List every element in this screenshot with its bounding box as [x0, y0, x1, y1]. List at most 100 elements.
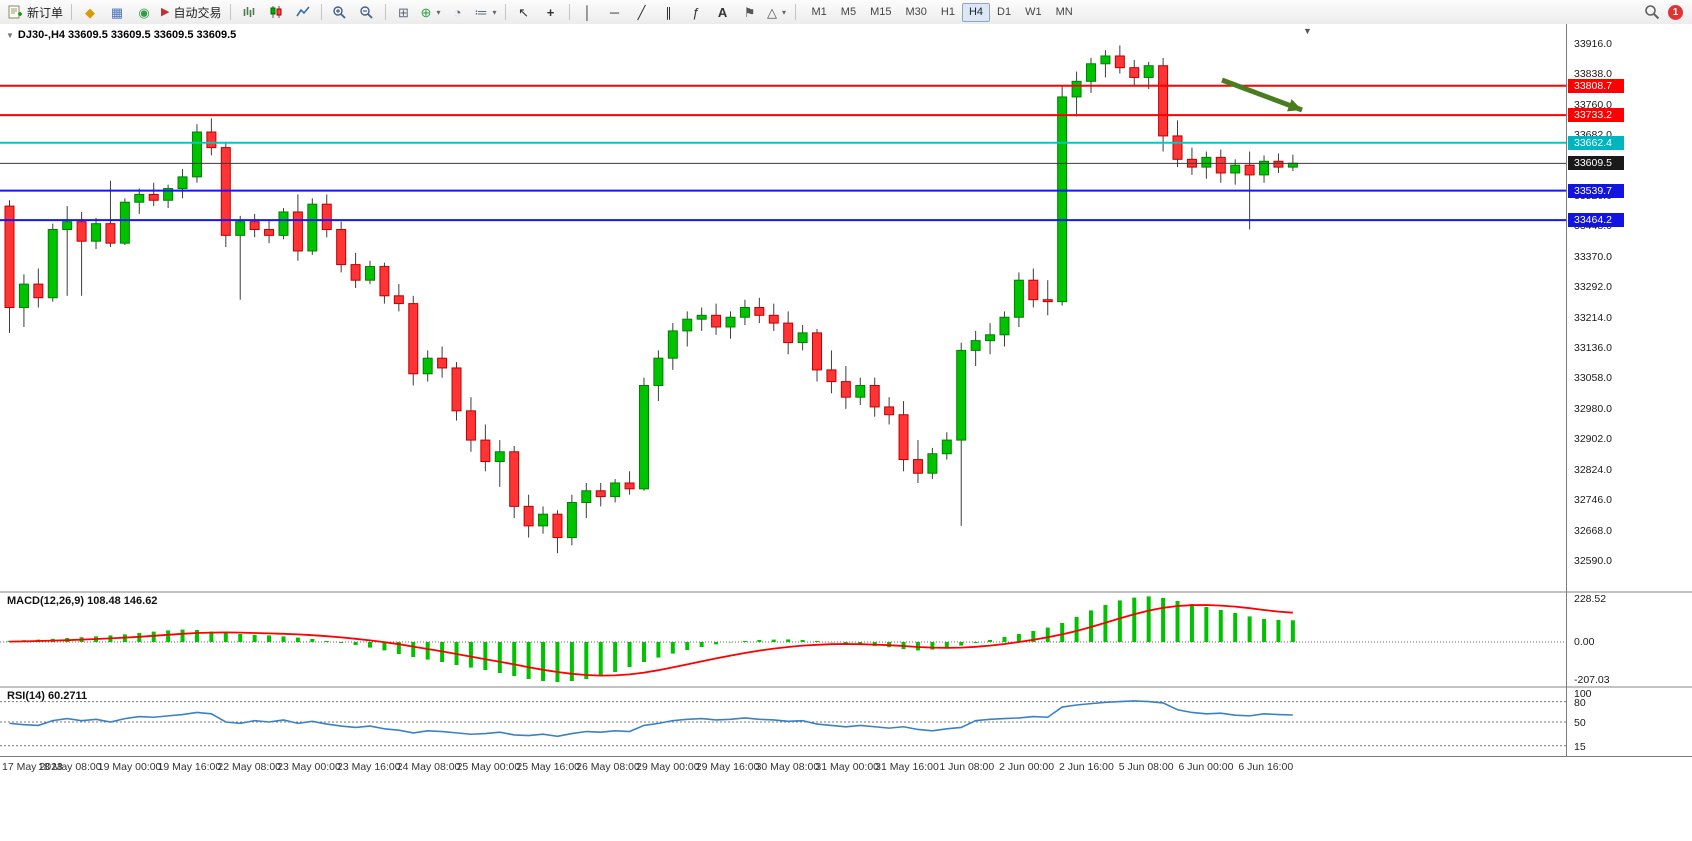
candle-down [465, 410, 476, 441]
zoom-in-button[interactable] [327, 2, 353, 23]
timeframe-mn[interactable]: MN [1055, 5, 1073, 18]
chevron-down-icon: ▾ [782, 7, 787, 17]
data-window-button[interactable]: ◔ [445, 2, 471, 23]
time-axis-border [0, 756, 1692, 757]
zoom-out-icon [360, 5, 373, 19]
macd-axis-label: 0.00 [1574, 636, 1595, 648]
candle-down [783, 322, 794, 344]
rsi-axis-label: 80 [1574, 696, 1586, 709]
price-tag-pivot-cyan: 33662.4 [1568, 135, 1624, 150]
text-tool-button[interactable]: A [710, 2, 736, 23]
price-axis-label: 32902.0 [1574, 433, 1612, 446]
time-axis-label: 31 May 00:00 [815, 761, 880, 773]
panel-divider[interactable] [0, 591, 1692, 593]
candle-up [18, 283, 29, 309]
candle-down [148, 193, 159, 201]
timeframe-h1[interactable]: H1 [940, 5, 955, 18]
price-axis-label: 33370.0 [1574, 250, 1612, 263]
candle-up [91, 223, 102, 242]
collapse-arrow-icon[interactable]: ▼ [6, 31, 14, 40]
channel-tool-button[interactable]: ∥ [656, 2, 682, 23]
time-axis-label: 23 May 00:00 [277, 761, 341, 773]
time-axis-label: 19 May 00:00 [97, 761, 162, 773]
candle-down [350, 264, 361, 281]
candle-down [480, 439, 491, 463]
trendline-icon: ╱ [637, 4, 646, 20]
timeframe-w1[interactable]: W1 [1025, 5, 1042, 18]
tile-windows-button[interactable]: ⊞ [391, 2, 417, 23]
time-axis-label: 18 May 08:00 [37, 761, 102, 773]
help-button[interactable]: ◉ [131, 2, 157, 23]
candle-up [1071, 80, 1082, 98]
price-chart[interactable] [0, 24, 1566, 591]
time-axis-label: 23 May 16:00 [336, 761, 401, 773]
separator [504, 4, 506, 20]
candle-up [985, 334, 996, 342]
macd-axis[interactable]: 228.52 0.00 -207.03 [1567, 593, 1692, 686]
crosshair-tool-button[interactable]: + [538, 2, 564, 23]
timeframe-d1[interactable]: D1 [997, 5, 1012, 18]
timeframe-m15[interactable]: M15 [870, 5, 892, 18]
price-axis-label: 33760.0 [1574, 98, 1612, 111]
bar-chart-button[interactable] [236, 2, 262, 23]
time-axis-label: 24 May 08:00 [396, 761, 461, 773]
price-axis-label: 32746.0 [1574, 494, 1612, 507]
horizontal-line-tool-button[interactable]: ─ [602, 2, 628, 23]
notification-badge[interactable]: 1 [1668, 4, 1683, 20]
line-chart-icon [295, 6, 310, 17]
separator [794, 4, 796, 20]
timeframe-group: M1 M5 M15 M30 H1 H4 D1 W1 MN [805, 2, 1080, 22]
candle-up [1086, 63, 1096, 82]
separator [71, 4, 73, 20]
candle-down [523, 505, 534, 527]
text-icon: A [717, 4, 728, 20]
rsi-axis[interactable]: 100 80 50 15 [1567, 688, 1692, 756]
price-axis[interactable]: 33916.033838.033760.033682.033604.033526… [1567, 24, 1692, 591]
cursor-tool-button[interactable]: ↖ [511, 2, 537, 23]
timeframe-m5[interactable]: M5 [840, 5, 857, 18]
zoom-in-icon [333, 5, 346, 19]
candle-up [739, 307, 750, 318]
indicators-button[interactable]: ≔ ▾ [472, 2, 500, 23]
metaeditor-button[interactable]: ◆ [77, 2, 103, 23]
price-axis-label: 33058.0 [1574, 372, 1612, 385]
candlestick-chart-button[interactable] [263, 2, 289, 23]
macd-axis-label: 228.52 [1574, 593, 1607, 605]
rsi-panel[interactable] [0, 688, 1566, 756]
candle-down [1273, 160, 1284, 168]
time-axis-label: 29 May 16:00 [695, 761, 760, 773]
vertical-line-tool-button[interactable]: │ [575, 2, 601, 23]
new-chart-button[interactable]: ⊕ ▾ [418, 2, 444, 23]
macd-panel[interactable] [0, 593, 1566, 686]
zoom-out-button[interactable] [354, 2, 380, 23]
chevron-down-icon: ▾ [492, 7, 497, 17]
rsi-axis-label: 15 [1574, 740, 1586, 753]
timeframe-h4[interactable]: H4 [961, 2, 991, 22]
timeframe-m30[interactable]: M30 [905, 5, 927, 18]
candle-down [451, 367, 462, 412]
time-axis[interactable]: 17 May 2023 18 May 08:00 19 May 00:00 19 Ma… [0, 757, 1566, 777]
candle-up [941, 439, 952, 455]
trend-arrow[interactable] [1221, 77, 1303, 113]
time-axis-label: 31 May 16:00 [875, 761, 939, 773]
shapes-tool-button[interactable]: △ ▾ [764, 2, 790, 23]
price-tag-resistance-lower: 33733.2 [1568, 108, 1624, 123]
auto-trading-button[interactable]: ▶ 自动交易 [158, 2, 224, 23]
profiles-button[interactable]: ▦ [104, 2, 130, 23]
line-chart-button[interactable] [290, 2, 316, 23]
trend-arrow-head [1287, 99, 1302, 112]
timeframe-m1[interactable]: M1 [811, 5, 827, 18]
cursor-icon: ↖ [518, 4, 529, 20]
chart-shift-marker[interactable]: ▼ [1303, 26, 1312, 36]
auto-trading-icon: ▶ [161, 5, 170, 18]
new-chart-icon: ⊕ [420, 4, 432, 20]
trendline-tool-button[interactable]: ╱ [629, 2, 655, 23]
candles-group [4, 45, 1298, 554]
chart-title: ▼ DJ30-,H4 33609.5 33609.5 33609.5 33609.… [6, 29, 236, 41]
fibonacci-tool-button[interactable]: ƒ [683, 2, 709, 23]
search-icon[interactable] [1644, 4, 1660, 20]
panel-divider[interactable] [0, 686, 1692, 688]
new-order-button[interactable]: 新订单 [5, 2, 66, 23]
label-tool-button[interactable]: ⚑ [737, 2, 763, 23]
price-axis-label: 32668.0 [1574, 524, 1612, 537]
